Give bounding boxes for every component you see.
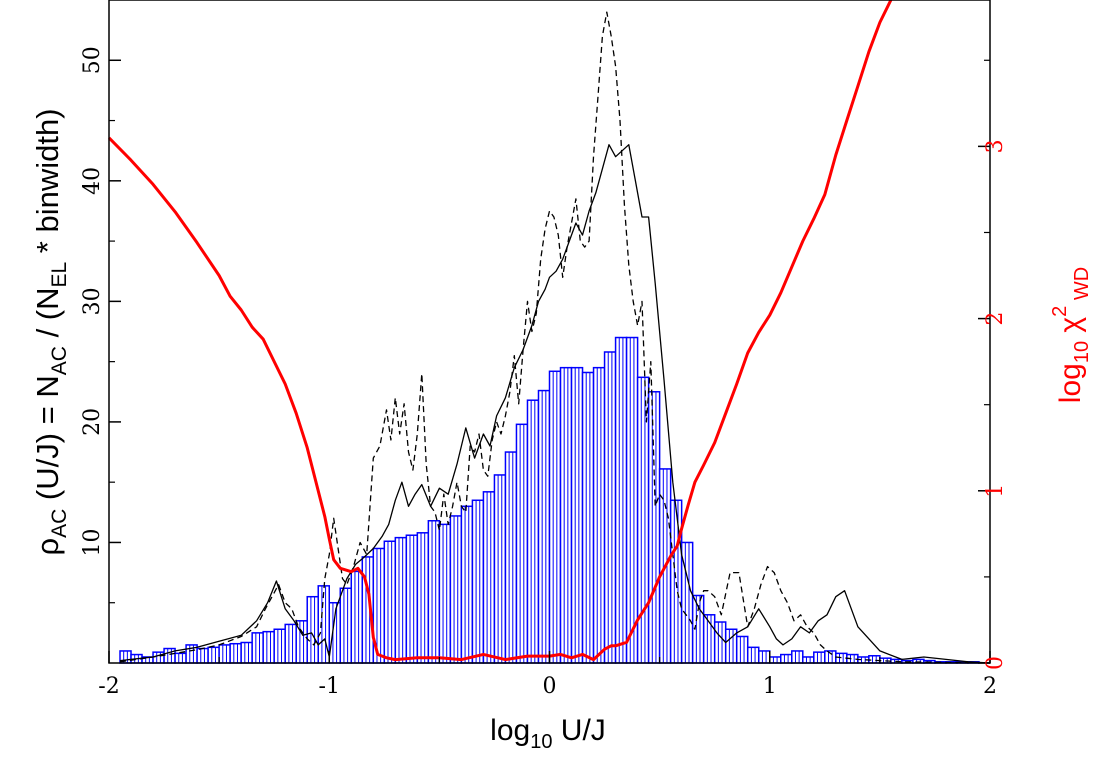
- histogram-bar: [802, 656, 815, 664]
- histogram-bar: [868, 655, 881, 664]
- series-lines: [107, 0, 991, 664]
- histogram-bar: [262, 630, 275, 664]
- x-axis-title: log10 U/J: [490, 714, 606, 753]
- chi2-line: [107, 0, 893, 662]
- axis-ticks: -2 -1 0 1 2 10 20 30 40 50 0 1 2 3: [80, 46, 1008, 699]
- histogram-bar: [416, 532, 430, 664]
- y-right-tick-label: 2: [983, 312, 1008, 326]
- histogram-bar: [394, 536, 408, 664]
- histogram-bar: [769, 656, 782, 664]
- histogram-bar: [460, 505, 474, 664]
- histogram-bar: [625, 336, 639, 664]
- x-tick-label: 0: [543, 674, 557, 699]
- histogram-bar: [581, 371, 595, 664]
- histogram-bar: [471, 499, 485, 664]
- y-left-tick-label: 40: [80, 167, 105, 195]
- y-right-tick-label: 1: [983, 484, 1008, 498]
- histogram-bar: [339, 587, 353, 664]
- histogram-bar: [240, 641, 253, 664]
- histogram-bar: [614, 336, 628, 664]
- y-left-tick-label: 10: [80, 528, 105, 556]
- y-left-tick-label: 50: [80, 46, 105, 74]
- x-tick-label: 1: [763, 674, 777, 699]
- histogram-bar: [548, 370, 562, 664]
- histogram-bar: [515, 423, 529, 664]
- histogram-bar: [713, 621, 727, 664]
- histogram-bar: [559, 366, 573, 664]
- histogram-bar: [813, 651, 826, 664]
- histogram-bar: [780, 653, 793, 664]
- x-tick-label: -1: [319, 674, 340, 699]
- y-left-tick-label: 20: [80, 408, 105, 436]
- histogram: [119, 336, 980, 664]
- histogram-bar: [791, 650, 804, 664]
- x-tick-label: 2: [983, 674, 997, 699]
- histogram-bar: [438, 523, 452, 664]
- histogram-bar: [669, 499, 683, 664]
- histogram-bar: [526, 399, 540, 664]
- y-left-tick-label: 30: [80, 287, 105, 315]
- histogram-bar: [427, 520, 441, 664]
- histogram-bar: [328, 601, 342, 664]
- histogram-bar: [350, 570, 364, 664]
- histogram-bar: [229, 642, 242, 664]
- histogram-bar: [746, 646, 760, 664]
- histogram-bar: [504, 451, 518, 664]
- histogram-bar: [757, 650, 771, 664]
- histogram-bar: [493, 474, 507, 664]
- x-tick-label: -2: [98, 674, 119, 699]
- histogram-bar: [735, 635, 749, 664]
- y-right-tick-label: 3: [983, 139, 1008, 153]
- histogram-bar: [592, 366, 606, 664]
- histogram-bar: [537, 389, 551, 664]
- histogram-bar: [647, 391, 661, 664]
- histogram-bar: [306, 595, 319, 664]
- histogram-bar: [207, 646, 220, 664]
- histogram-bar: [383, 540, 397, 664]
- histogram-bar: [196, 647, 209, 664]
- histogram-bar: [174, 652, 187, 664]
- y-right-tick-label: 0: [983, 656, 1008, 670]
- histogram-bar: [482, 491, 496, 664]
- histogram-bar: [284, 623, 297, 664]
- solid-line: [119, 144, 991, 664]
- histogram-bar: [405, 534, 419, 664]
- histogram-bar: [273, 628, 286, 664]
- y-axis-left-title: ρAC (U/J) = NAC / (NEL * binwidth): [30, 108, 71, 555]
- histogram-bar: [603, 351, 617, 664]
- histogram-bar: [570, 366, 584, 664]
- histogram-bar: [251, 632, 264, 664]
- histogram-bar: [449, 515, 463, 664]
- y-axis-right-title: log10 χ2 WD: [1049, 267, 1093, 403]
- histogram-bar: [218, 644, 231, 664]
